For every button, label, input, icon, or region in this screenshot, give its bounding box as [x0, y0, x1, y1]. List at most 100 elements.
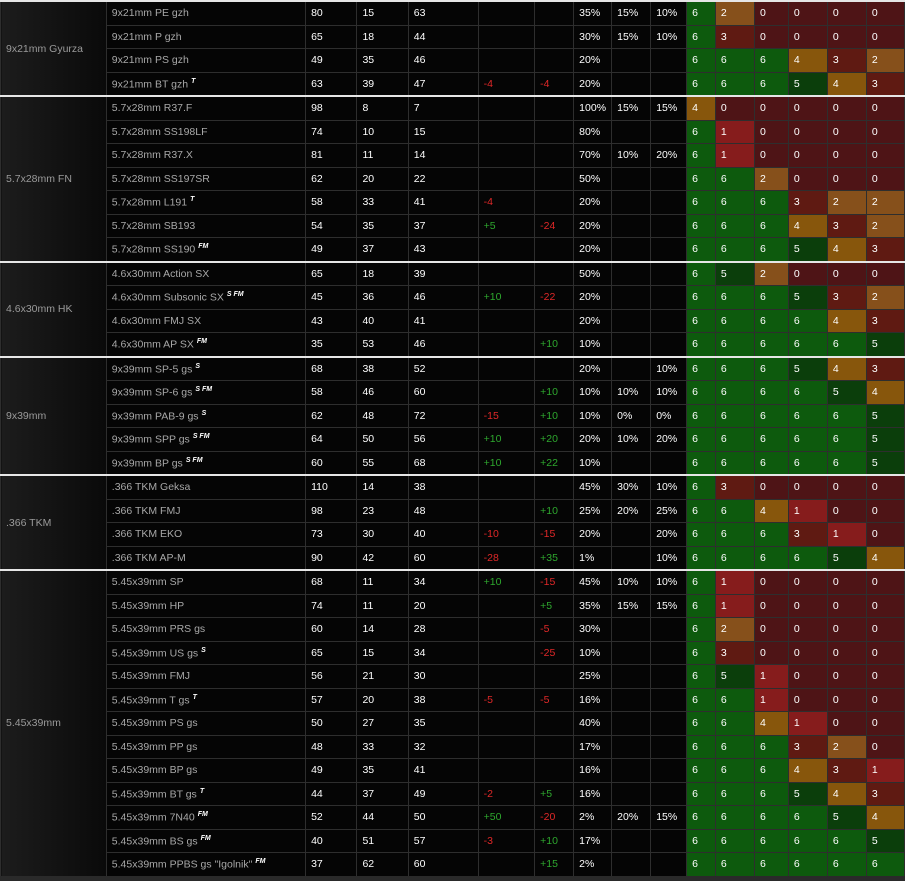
stat-cell: 60 — [305, 617, 358, 642]
stat-cell: 63 — [407, 0, 479, 26]
stat-cell: 18 — [356, 260, 409, 286]
stat-cell: 68 — [305, 569, 358, 595]
effectiveness-cell: 6 — [714, 308, 755, 333]
percent-cell — [611, 355, 652, 381]
stat-cell: 15 — [356, 640, 409, 665]
ammo-name-cell: 4.6x30mm Subsonic SX S FM — [105, 285, 307, 310]
percent-cell: 25% — [650, 498, 688, 523]
percent-cell — [650, 852, 688, 877]
modifier-cell — [477, 498, 536, 523]
effectiveness-cell: 5 — [787, 285, 828, 310]
effectiveness-cell: 0 — [865, 617, 905, 642]
effectiveness-cell: 6 — [686, 308, 716, 333]
percent-cell: 20% — [611, 498, 652, 523]
ammo-name: 5.45x39mm BT gs — [111, 788, 197, 800]
stat-cell: 14 — [356, 474, 409, 500]
modifier-cell: +10 — [477, 450, 536, 476]
modifier-cell: +15 — [534, 852, 575, 877]
modifier-cell — [534, 24, 575, 49]
ammo-tag: S FM — [195, 386, 213, 393]
effectiveness-cell: 2 — [753, 260, 789, 286]
stat-cell: 46 — [407, 332, 479, 357]
effectiveness-cell: 6 — [714, 380, 755, 405]
modifier-cell: -5 — [477, 687, 536, 712]
effectiveness-cell: 5 — [787, 355, 828, 381]
percent-cell: 45% — [573, 474, 613, 500]
horizontal-scrollbar[interactable] — [0, 876, 905, 881]
stat-cell: 60 — [407, 380, 479, 405]
percent-cell: 16% — [573, 758, 613, 783]
effectiveness-cell: 6 — [686, 617, 716, 642]
effectiveness-cell: 1 — [753, 687, 789, 712]
stat-cell: 10 — [356, 119, 409, 144]
ammo-name: 5.7x28mm SS197SR — [111, 172, 210, 185]
effectiveness-cell: 2 — [865, 285, 905, 310]
modifier-cell — [534, 237, 575, 262]
effectiveness-cell: 6 — [753, 781, 789, 806]
stat-cell: 65 — [305, 640, 358, 665]
stat-cell: 56 — [407, 427, 479, 452]
effectiveness-cell: 0 — [753, 143, 789, 168]
effectiveness-cell: 3 — [865, 308, 905, 333]
effectiveness-cell: 6 — [753, 237, 789, 262]
effectiveness-cell: 0 — [787, 593, 828, 618]
effectiveness-cell: 0 — [787, 640, 828, 665]
effectiveness-cell: 1 — [714, 119, 755, 144]
table-row: 9x39mm SP-6 gs S FM 58 46 60 +10 10% 10% 10% 6 6 6 6… — [1, 380, 905, 405]
ammo-name-cell: 9x21mm P gzh — [105, 24, 307, 49]
effectiveness-cell: 6 — [714, 427, 755, 452]
caliber-group-label: 5.7x28mm FN — [0, 95, 107, 262]
effectiveness-cell: 6 — [753, 758, 789, 783]
effectiveness-cell: 2 — [865, 48, 905, 73]
effectiveness-cell: 3 — [826, 48, 867, 73]
stat-cell: 35 — [407, 711, 479, 736]
effectiveness-cell: 6 — [787, 332, 828, 357]
ammo-name-cell: 9x21mm BT gzh T — [105, 71, 307, 97]
percent-cell: 10% — [650, 355, 688, 381]
effectiveness-cell: 0 — [787, 95, 828, 121]
modifier-cell — [534, 260, 575, 286]
modifier-cell: +10 — [477, 427, 536, 452]
ammo-name: 9x39mm SP-6 gs — [111, 386, 193, 399]
percent-cell — [611, 190, 652, 215]
modifier-cell — [477, 380, 536, 405]
stat-cell: 21 — [356, 664, 409, 689]
modifier-cell: -22 — [534, 285, 575, 310]
effectiveness-cell: 3 — [865, 71, 905, 97]
ammo-name-cell: .366 TKM AP-M — [105, 545, 307, 571]
percent-cell — [611, 640, 652, 665]
stat-cell: 64 — [305, 427, 358, 452]
effectiveness-cell: 6 — [686, 143, 716, 168]
ammo-name: 5.45x39mm HP — [111, 599, 185, 612]
ammo-name-cell: 4.6x30mm Action SX — [105, 260, 307, 286]
table-row: 5.45x39mm HP 74 11 20 +5 35% 15% 15% 6 1 0 0 0 0 — [1, 593, 905, 618]
effectiveness-cell: 3 — [787, 190, 828, 215]
stat-cell: 43 — [305, 308, 358, 333]
percent-cell: 10% — [573, 450, 613, 476]
modifier-cell — [477, 474, 536, 500]
effectiveness-cell: 0 — [787, 24, 828, 49]
modifier-cell — [477, 0, 536, 26]
effectiveness-cell: 0 — [753, 593, 789, 618]
stat-cell: 80 — [305, 0, 358, 26]
modifier-cell: +10 — [477, 285, 536, 310]
percent-cell: 25% — [573, 498, 613, 523]
ammo-name: 9x21mm PE gzh — [111, 7, 189, 20]
ammo-name-cell: 4.6x30mm FMJ SX — [105, 308, 307, 333]
ammo-name: 5.45x39mm BP gs — [111, 764, 198, 777]
ammo-name-cell: 5.7x28mm SB193 — [105, 213, 307, 238]
modifier-cell — [477, 640, 536, 665]
ammo-name: 5.7x28mm R37.X — [111, 149, 193, 162]
table-row: .366 TKM AP-M 90 42 60 -28 +35 1% 10% 6 6 6 6 5 4 — [1, 545, 905, 571]
modifier-cell — [477, 593, 536, 618]
effectiveness-cell: 6 — [686, 380, 716, 405]
stat-cell: 41 — [407, 758, 479, 783]
stat-cell: 50 — [407, 805, 479, 830]
table-row: 9x39mm PAB-9 gs S 62 48 72 -15 +10 10% 0% 0% 6 6 6 6 6… — [1, 403, 905, 428]
effectiveness-cell: 5 — [865, 450, 905, 476]
percent-cell — [650, 640, 688, 665]
percent-cell: 10% — [573, 640, 613, 665]
stat-cell: 36 — [356, 285, 409, 310]
effectiveness-cell: 0 — [826, 474, 867, 500]
stat-cell: 68 — [305, 355, 358, 381]
